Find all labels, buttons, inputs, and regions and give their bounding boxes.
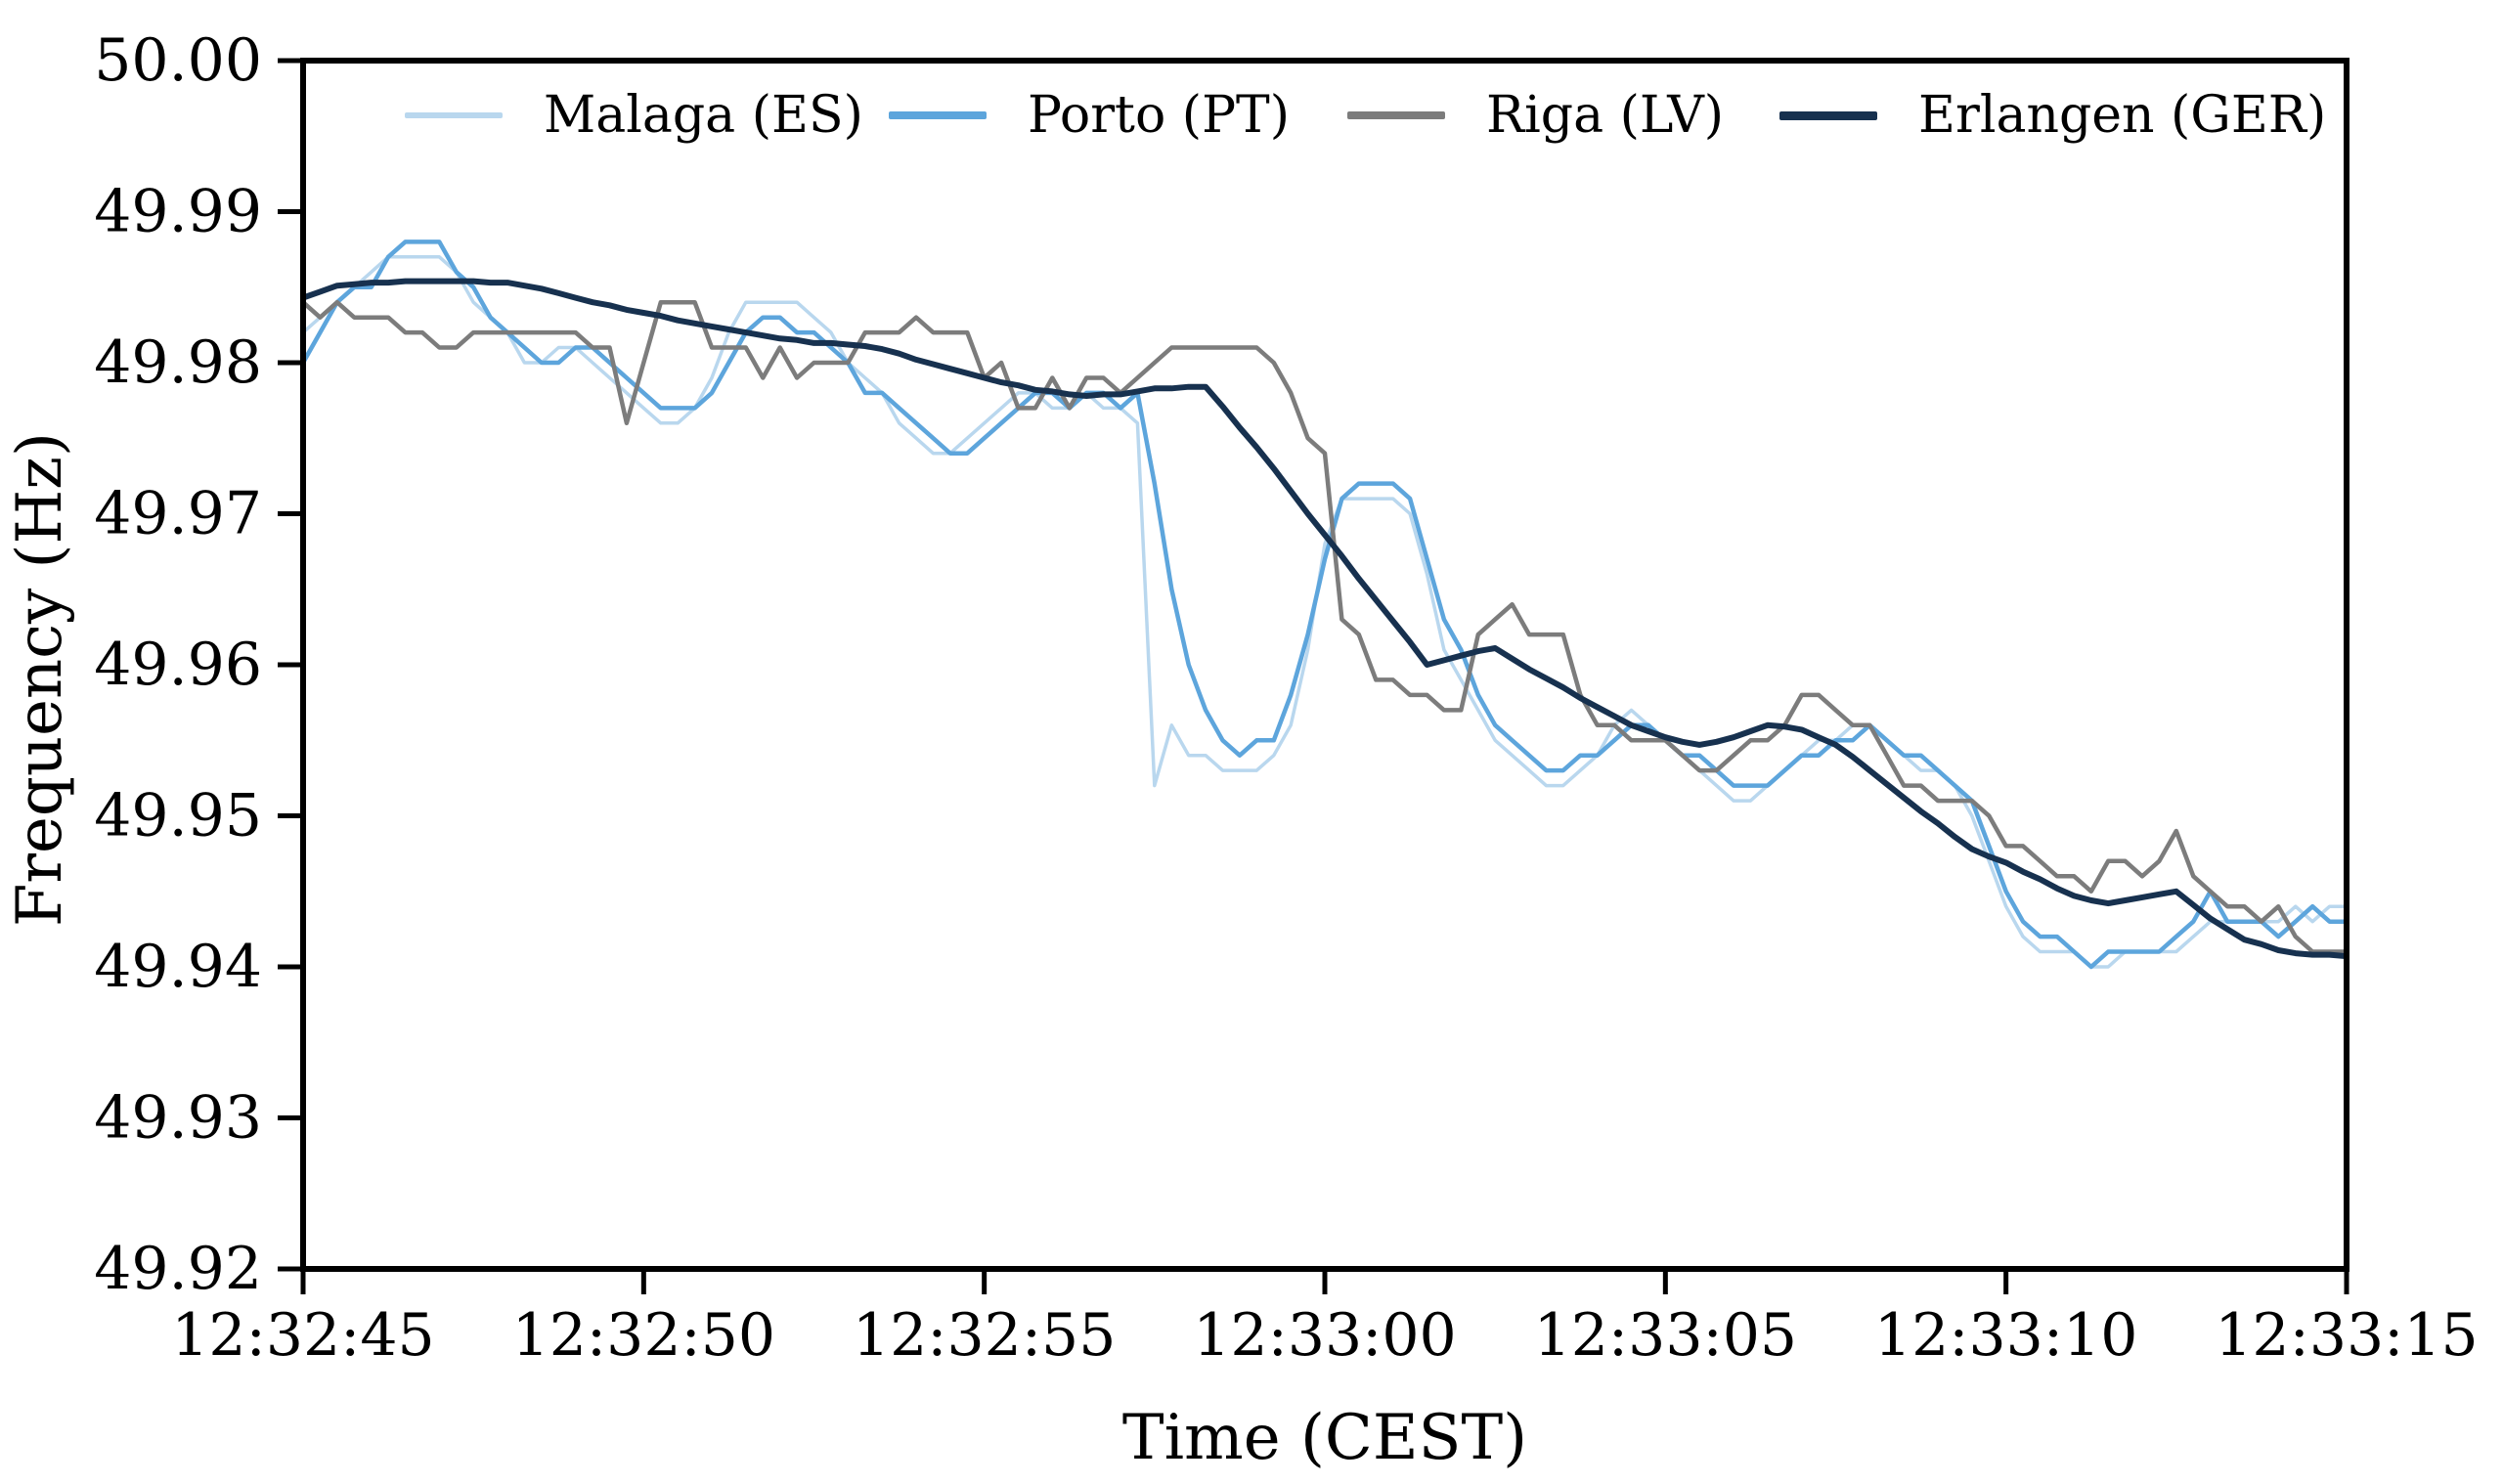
legend-line-swatch-riga — [1347, 111, 1445, 119]
y-tick-label: 49.93 — [94, 1084, 262, 1153]
legend-item-riga: Riga (LV) — [1347, 86, 1724, 145]
legend-label-porto: Porto (PT) — [1028, 86, 1291, 145]
y-tick-label: 49.97 — [94, 480, 262, 548]
legend-item-malaga: Malaga (ES) — [405, 86, 863, 145]
x-tick-label: 12:33:10 — [1874, 1301, 2137, 1370]
y-tick-label: 49.96 — [94, 631, 262, 699]
legend-label-riga: Riga (LV) — [1486, 86, 1725, 145]
y-tick-label: 49.98 — [94, 328, 262, 397]
series-line-erlangen-ger — [303, 278, 2347, 960]
x-tick-label: 12:32:45 — [171, 1301, 434, 1370]
legend-item-porto: Porto (PT) — [889, 86, 1290, 145]
y-tick-label: 49.95 — [94, 782, 262, 851]
plot-frame — [300, 58, 2349, 1272]
legend-item-erlangen: Erlangen (GER) — [1779, 86, 2326, 145]
legend-label-erlangen: Erlangen (GER) — [1918, 86, 2327, 145]
x-axis-title: Time (CEST) — [1122, 1402, 1527, 1474]
x-tick-label: 12:33:00 — [1193, 1301, 1456, 1370]
legend-label-malaga: Malaga (ES) — [544, 86, 863, 145]
series-line-riga-lv — [303, 299, 2347, 954]
legend-line-swatch-malaga — [405, 111, 503, 119]
x-tick-label: 12:32:55 — [853, 1301, 1116, 1370]
y-tick-label: 49.99 — [94, 178, 262, 246]
x-tick-label: 12:33:15 — [2215, 1301, 2478, 1370]
legend-line-swatch-porto — [889, 111, 987, 119]
y-tick-label: 50.00 — [94, 26, 262, 95]
y-tick-label: 49.92 — [94, 1235, 262, 1303]
y-axis-title: Frequency (Hz) — [4, 432, 76, 927]
legend-line-swatch-erlangen — [1779, 110, 1877, 120]
y-tick-label: 49.94 — [94, 933, 262, 1001]
series-lines — [303, 240, 2347, 970]
x-tick-label: 12:32:50 — [512, 1301, 775, 1370]
series-line-porto-pt — [303, 240, 2347, 970]
series-line-malaga-es — [303, 255, 2347, 969]
axis-ticks: 50.00 49.99 49.98 49.97 49.96 49.95 49.94 49.93… — [94, 26, 2479, 1370]
x-tick-label: 12:33:05 — [1534, 1301, 1797, 1370]
